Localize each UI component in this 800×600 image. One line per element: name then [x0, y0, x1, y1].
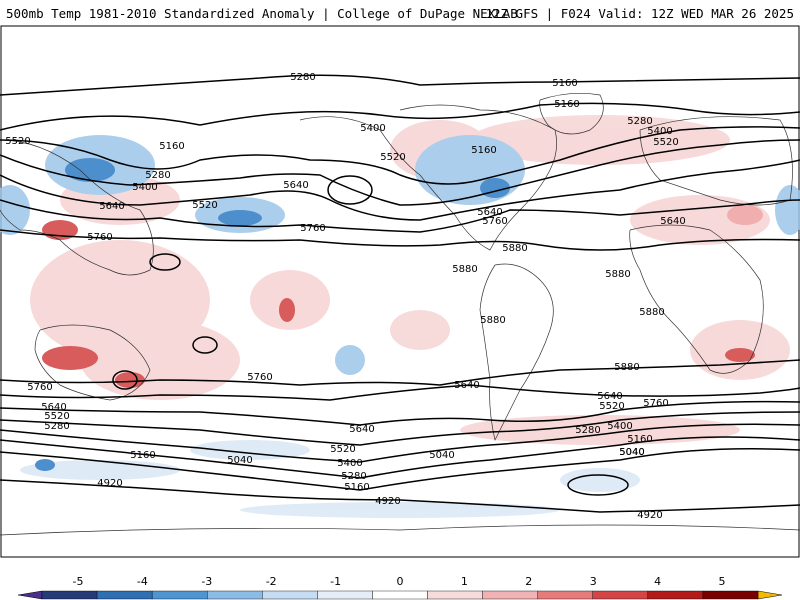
contour-label: 5280 — [575, 425, 600, 436]
colorbar-segment — [702, 590, 759, 600]
contour-label: 5880 — [605, 269, 630, 280]
contour-labels: 5280 5160 5160 5280 5400 5520 5520 5160 … — [5, 72, 685, 521]
contour-label: 5040 — [429, 450, 454, 461]
colorbar-tick-label: -2 — [266, 575, 277, 588]
contour-label: 5640 — [283, 180, 308, 191]
map-title: 500mb Temp 1981-2010 Standardized Anomal… — [6, 6, 518, 21]
contour-label: 5880 — [639, 307, 664, 318]
contour-label: 5160 — [130, 450, 155, 461]
contour-label: 4920 — [637, 510, 662, 521]
colorbar-max-arrow — [757, 590, 783, 600]
colorbar-tick-label: -1 — [330, 575, 341, 588]
contour-label: 5880 — [480, 315, 505, 326]
contour-label: 5040 — [619, 447, 644, 458]
contour-label: 5880 — [452, 264, 477, 275]
contour-label: 5520 — [5, 136, 30, 147]
colorbar-tick-label: -3 — [201, 575, 212, 588]
colorbar-segment — [151, 590, 208, 600]
contour-label: 5520 — [44, 411, 69, 422]
contour-label: 5400 — [647, 126, 672, 137]
contour-label: 5160 — [471, 145, 496, 156]
colorbar-segment — [262, 590, 318, 600]
colorbar-tick-label: 2 — [525, 575, 532, 588]
colorbar-segment — [317, 590, 373, 600]
contour-label: 5520 — [653, 137, 678, 148]
contour-label: 5160 — [552, 78, 577, 89]
contour-label: 5520 — [330, 444, 355, 455]
colorbar-segment — [427, 590, 483, 600]
contour-label: 5520 — [380, 152, 405, 163]
contour-label: 5280 — [627, 116, 652, 127]
colorbar-segment — [647, 590, 704, 600]
colorbar-tick-label: 0 — [397, 575, 404, 588]
contour-label: 5400 — [337, 458, 362, 469]
contour-label: 5640 — [477, 207, 502, 218]
contour-label: 5160 — [344, 482, 369, 493]
contour-label: 5760 — [87, 232, 112, 243]
contour-label: 5880 — [614, 362, 639, 373]
contour-label: 5280 — [145, 170, 170, 181]
colorbar-tick-label: 5 — [719, 575, 726, 588]
contour-label: 5760 — [27, 382, 52, 393]
contour-label: 5160 — [554, 99, 579, 110]
colorbar-segment — [592, 590, 649, 600]
coastlines — [0, 93, 800, 536]
colorbar-segment — [96, 590, 153, 600]
contour-label: 5400 — [607, 421, 632, 432]
colorbar-segment — [207, 590, 263, 600]
height-contours — [0, 74, 800, 513]
colorbar-tick-label: -5 — [73, 575, 84, 588]
contour-label: 5160 — [627, 434, 652, 445]
colorbar-segment — [537, 590, 593, 600]
contour-label: 5520 — [599, 401, 624, 412]
contour-label: 5040 — [227, 455, 252, 466]
contour-label: 5880 — [502, 243, 527, 254]
contour-label: 5400 — [132, 182, 157, 193]
colorbar-tick-label: 4 — [654, 575, 661, 588]
colorbar-segment — [41, 590, 98, 600]
anomaly-shading — [0, 115, 800, 518]
contour-label: 5280 — [290, 72, 315, 83]
contour-label: 5520 — [192, 200, 217, 211]
colorbar-segment — [372, 590, 428, 600]
contour-label: 4920 — [375, 496, 400, 507]
colorbar-min-arrow — [17, 590, 43, 600]
contour-label: 5760 — [247, 372, 272, 383]
colorbar-segment — [482, 590, 538, 600]
contour-label: 5280 — [341, 471, 366, 482]
contour-label: 5640 — [41, 402, 66, 413]
colorbar-tick-label: 3 — [590, 575, 597, 588]
contour-label: 5040 — [619, 447, 644, 458]
colorbar: -5 -4 -3 -2 -1 0 1 2 3 4 5 — [17, 575, 783, 600]
contour-label: 5640 — [99, 201, 124, 212]
contour-label: 5280 — [44, 421, 69, 432]
contour-label: 4920 — [97, 478, 122, 489]
contour-label: 5760 — [643, 398, 668, 409]
model-run-info: 12Z GFS | F024 Valid: 12Z WED MAR 26 202… — [485, 6, 794, 21]
contour-label: 5640 — [454, 380, 479, 391]
contour-label: 5400 — [360, 123, 385, 134]
contour-label: 5760 — [300, 223, 325, 234]
colorbar-tick-label: -4 — [137, 575, 148, 588]
contour-label: 5640 — [660, 216, 685, 227]
contour-label: 5640 — [597, 391, 622, 402]
colorbar-tick-label: 1 — [461, 575, 468, 588]
contour-label: 5760 — [482, 216, 507, 227]
contour-label: 5160 — [159, 141, 184, 152]
contour-label: 5640 — [349, 424, 374, 435]
